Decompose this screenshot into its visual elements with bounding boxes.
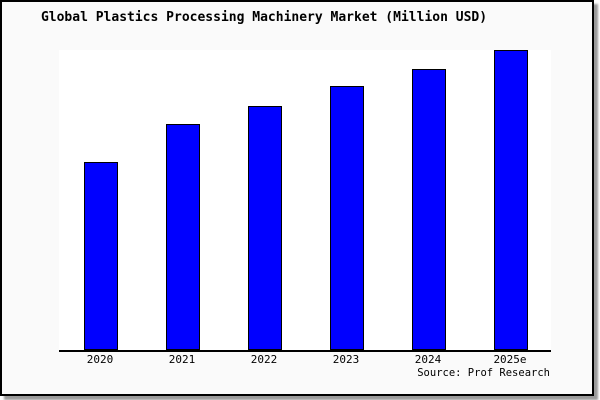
x-tick-2025e: 2025e: [493, 353, 527, 366]
x-tick-2023: 2023: [332, 353, 360, 366]
x-tick-2021: 2021: [168, 353, 196, 366]
bar-2021: [166, 124, 200, 350]
x-tick-2022: 2022: [250, 353, 278, 366]
bar-2020: [84, 162, 118, 350]
source-credit: Source: Prof Research: [417, 367, 550, 379]
bar-2024: [412, 69, 446, 350]
x-tick-2024: 2024: [414, 353, 442, 366]
bar-2025e: [494, 50, 528, 350]
bar-2023: [330, 86, 364, 350]
x-tick-2020: 2020: [86, 353, 114, 366]
plot-area: [59, 50, 551, 352]
bar-2022: [248, 106, 282, 350]
chart-title: Global Plastics Processing Machinery Mar…: [40, 10, 488, 25]
x-axis-labels: 2020 2021 2022 2023 2024 2025e: [2, 353, 592, 369]
